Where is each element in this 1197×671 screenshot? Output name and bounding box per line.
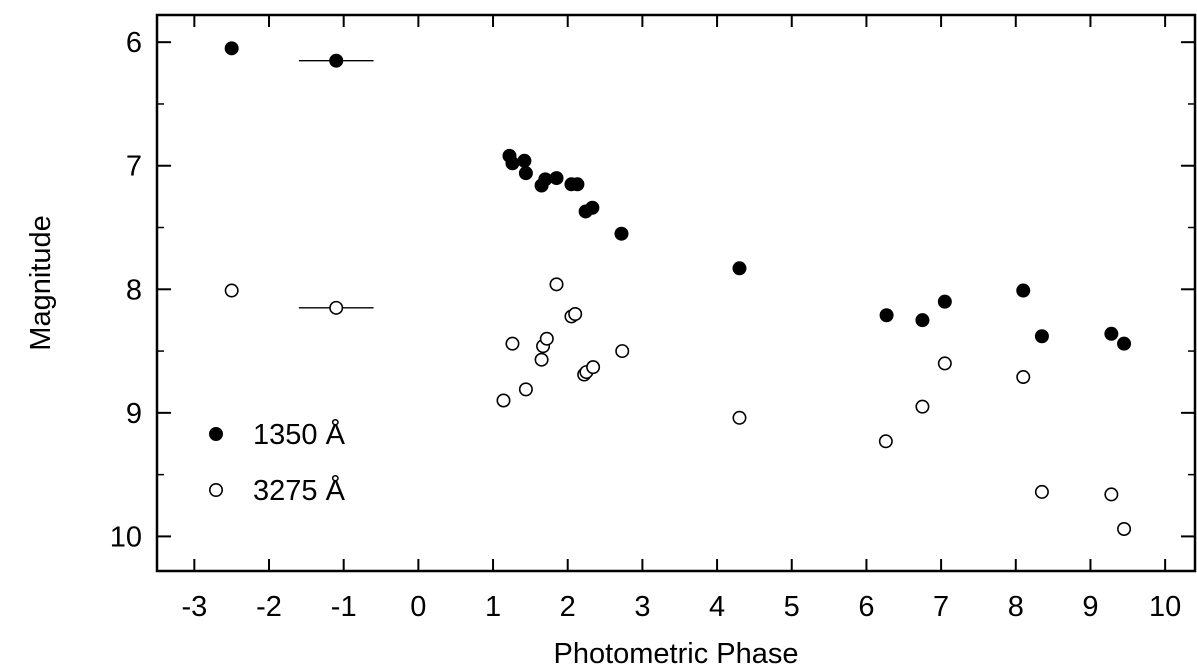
- data-point-1350: [879, 308, 894, 323]
- x-tick-label: 4: [709, 591, 725, 623]
- x-tick-label: 6: [858, 591, 874, 623]
- data-point-1350: [505, 156, 520, 171]
- x-tick-label: 5: [784, 591, 800, 623]
- x-tick-label: 8: [1008, 591, 1024, 623]
- data-point-1350: [732, 261, 747, 276]
- x-tick-label: 7: [933, 591, 949, 623]
- data-point-1350: [570, 177, 585, 192]
- data-point-1350: [614, 226, 629, 241]
- y-tick-label: 10: [110, 521, 142, 553]
- data-point-1350: [518, 166, 533, 181]
- data-points: [224, 41, 1132, 536]
- y-tick-label: 7: [126, 151, 142, 183]
- data-point-1350: [549, 171, 564, 186]
- data-point-3275: [1034, 484, 1049, 499]
- data-point-3275: [937, 356, 952, 371]
- legend-marker: [209, 426, 224, 441]
- x-tick-label: 2: [560, 591, 576, 623]
- data-point-1350: [1104, 326, 1119, 341]
- data-point-3275: [1104, 487, 1119, 502]
- plot-frame: [155, 13, 1197, 573]
- data-point-1350: [585, 200, 600, 215]
- data-point-3275: [878, 434, 893, 449]
- data-point-3275: [915, 399, 930, 414]
- data-point-3275: [496, 393, 511, 408]
- data-point-3275: [1117, 521, 1132, 536]
- data-point-3275: [549, 277, 564, 292]
- legend-label: 1350 Å: [253, 418, 346, 451]
- x-axis-title: Photometric Phase: [553, 638, 798, 670]
- x-axis-ticks: -3 -2 -1 0 1 2 3 4 5 6 7 8 9 10: [181, 15, 1181, 623]
- legend-label: 3275 Å: [253, 474, 346, 507]
- data-point-1350: [329, 53, 344, 68]
- data-point-3275: [505, 336, 520, 351]
- data-point-3275: [568, 307, 583, 322]
- x-tick-label: -1: [331, 591, 357, 623]
- y-axis-title: Magnitude: [25, 215, 57, 350]
- x-tick-label: 1: [485, 591, 501, 623]
- y-tick-label: 8: [126, 274, 142, 306]
- data-point-1350: [224, 41, 239, 56]
- data-point-3275: [1016, 370, 1031, 385]
- y-tick-label: 9: [126, 398, 142, 430]
- data-point-3275: [518, 382, 533, 397]
- data-point-1350: [1117, 336, 1132, 351]
- x-tick-label: 0: [410, 591, 426, 623]
- data-point-3275: [539, 331, 554, 346]
- data-point-3275: [615, 344, 630, 359]
- data-point-3275: [329, 300, 344, 315]
- data-point-1350: [517, 153, 532, 168]
- x-tick-label: 10: [1149, 591, 1181, 623]
- x-tick-label: -2: [256, 591, 282, 623]
- y-tick-label: 6: [126, 27, 142, 59]
- x-tick-label: 3: [634, 591, 650, 623]
- data-point-1350: [915, 313, 930, 328]
- y-axis-ticks: 6 7 8 9 10: [110, 27, 1195, 553]
- legend-marker: [209, 482, 224, 497]
- legend: 1350 Å 3275 Å: [209, 418, 346, 507]
- data-point-3275: [732, 410, 747, 425]
- data-point-1350: [937, 294, 952, 309]
- x-tick-label: 9: [1082, 591, 1098, 623]
- data-point-3275: [224, 283, 239, 298]
- data-point-1350: [1016, 283, 1031, 298]
- x-tick-label: -3: [181, 591, 207, 623]
- data-point-1350: [1034, 329, 1049, 344]
- data-point-3275: [586, 360, 601, 375]
- data-point-3275: [534, 352, 549, 367]
